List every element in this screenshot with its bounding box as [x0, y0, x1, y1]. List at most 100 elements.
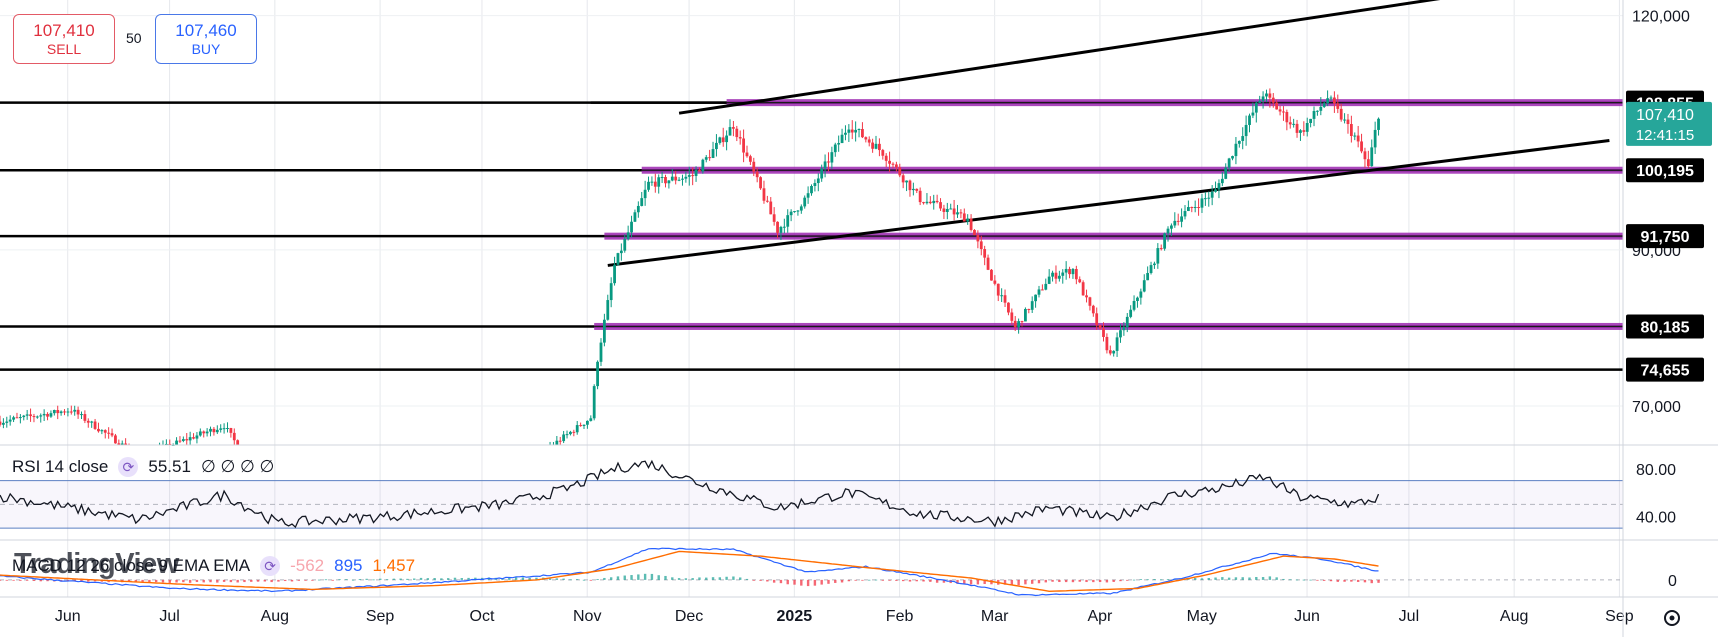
- candle-body: [1180, 216, 1183, 222]
- sell-price: 107,410: [33, 21, 95, 40]
- candle-body: [1170, 225, 1173, 229]
- candle-body: [602, 319, 606, 343]
- candle-body: [15, 417, 19, 419]
- macd-histogram-bar: [779, 579, 783, 584]
- candle-body: [1363, 151, 1367, 160]
- macd-histogram-bar: [127, 579, 131, 582]
- macd-histogram-bar: [514, 577, 518, 580]
- candle-body: [861, 129, 864, 138]
- candle-body: [49, 413, 53, 417]
- candle-body: [1305, 122, 1309, 132]
- candle-body: [752, 161, 756, 172]
- macd-histogram-bar: [1044, 579, 1047, 583]
- macd-histogram-bar: [311, 579, 314, 581]
- macd-histogram-bar: [738, 577, 742, 580]
- candle-body: [1366, 159, 1370, 167]
- macd-histogram-bar: [460, 578, 463, 580]
- macd-histogram-bar: [0, 579, 2, 581]
- candle-body: [694, 170, 698, 177]
- candle-body: [1119, 330, 1122, 338]
- candle-body: [1190, 207, 1194, 209]
- candle-body: [1200, 198, 1204, 208]
- macd-histogram-bar: [576, 579, 579, 580]
- buy-price: 107,460: [175, 21, 237, 40]
- settings-gear-icon[interactable]: [1664, 610, 1680, 626]
- candle-body: [772, 214, 776, 222]
- candle-body: [820, 168, 824, 179]
- trendline[interactable]: [607, 139, 1610, 267]
- candle-body: [1377, 118, 1380, 130]
- macd-histogram-bar: [1309, 579, 1312, 581]
- macd-histogram-bar: [161, 579, 165, 583]
- macd-legend[interactable]: MACD 12 26 close 9 EMA EMA ⟳ -562 895 1,…: [12, 556, 415, 576]
- macd-panel[interactable]: 0: [0, 547, 1677, 597]
- sell-button[interactable]: 107,410 SELL: [13, 14, 115, 64]
- cycle-icon[interactable]: ⟳: [260, 556, 281, 576]
- candle-body: [969, 218, 973, 230]
- candle-body: [1282, 111, 1285, 113]
- macd-histogram-bar: [243, 579, 246, 583]
- macd-histogram-bar: [969, 579, 973, 585]
- candle-body: [857, 129, 861, 131]
- candle-body: [1027, 308, 1031, 310]
- time-axis-label: Apr: [1087, 608, 1113, 625]
- candle-body: [5, 421, 9, 423]
- macd-histogram-bar: [827, 579, 830, 584]
- macd-histogram-bar: [1214, 577, 1217, 580]
- candle-body: [219, 428, 223, 430]
- candle-body: [782, 226, 786, 228]
- candle-body: [674, 176, 678, 181]
- macd-histogram-bar: [942, 579, 946, 583]
- macd-histogram-bar: [141, 579, 144, 583]
- candle-body: [776, 221, 779, 233]
- trendline[interactable]: [678, 0, 1586, 115]
- candle-body: [864, 137, 868, 140]
- macd-histogram-bar: [616, 576, 620, 580]
- time-axis-label: Feb: [886, 608, 914, 625]
- candle-body: [647, 181, 650, 190]
- macd-histogram-bar: [406, 578, 409, 580]
- macd-histogram-value: -562: [290, 556, 325, 575]
- candle-body: [799, 206, 803, 211]
- cycle-icon[interactable]: ⟳: [118, 457, 139, 477]
- candle-body: [891, 163, 895, 165]
- candle-body: [701, 159, 705, 172]
- candle-body: [976, 235, 980, 242]
- support-resistance-levels[interactable]: [0, 99, 1623, 371]
- candle-body: [1292, 123, 1296, 125]
- macd-histogram-bar: [684, 578, 688, 580]
- macd-histogram-bar: [908, 579, 912, 582]
- macd-signal-value: 1,457: [372, 556, 416, 575]
- candle-body: [63, 411, 66, 413]
- macd-histogram-bar: [929, 579, 932, 582]
- macd-histogram-bar: [854, 579, 857, 581]
- candle-body: [52, 410, 56, 414]
- macd-histogram-bar: [222, 579, 226, 582]
- candle-body: [1217, 183, 1221, 190]
- macd-histogram-bar: [385, 579, 389, 581]
- candle-body: [1153, 263, 1156, 266]
- macd-histogram-bar: [1295, 579, 1299, 581]
- macd-histogram-bar: [12, 579, 15, 581]
- macd-histogram-bar: [474, 577, 477, 580]
- candle-body: [1224, 167, 1228, 179]
- time-axis-label: Sep: [1605, 608, 1634, 625]
- candle-body: [1061, 272, 1065, 276]
- buy-button[interactable]: 107,460 BUY: [155, 14, 257, 64]
- macd-histogram-bar: [915, 579, 918, 582]
- candle-body: [46, 413, 49, 417]
- rsi-legend[interactable]: RSI 14 close ⟳ 55.51 ∅ ∅ ∅ ∅: [12, 457, 274, 477]
- candle-body: [1265, 93, 1268, 97]
- candle-body: [657, 177, 661, 187]
- macd-histogram-bar: [188, 579, 192, 583]
- macd-histogram-bar: [1160, 579, 1163, 581]
- candle-body: [22, 415, 26, 418]
- rsi-panel[interactable]: 80.00 40.00: [0, 459, 1676, 529]
- macd-histogram-bar: [256, 579, 260, 582]
- candle-body: [633, 212, 637, 222]
- candle-body: [718, 137, 722, 143]
- candle-body: [915, 188, 919, 191]
- candle-body: [1095, 313, 1099, 326]
- trendlines[interactable]: [607, 0, 1610, 267]
